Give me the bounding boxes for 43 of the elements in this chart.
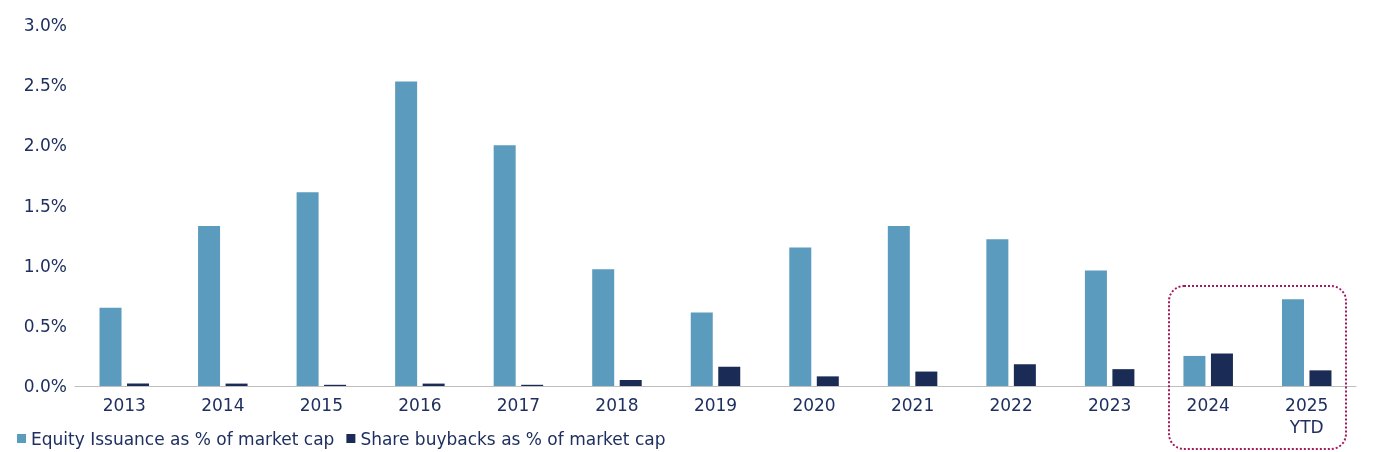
y-tick-label: 1.5% [23, 195, 67, 216]
x-tick-label: 2022 [989, 395, 1033, 415]
y-tick-label: 1.0% [23, 255, 67, 276]
bar [493, 145, 516, 386]
bar [99, 307, 122, 386]
x-tick-label: 2023 [1088, 395, 1132, 415]
bar [1183, 355, 1206, 386]
bar [619, 379, 642, 386]
bar [198, 225, 221, 386]
bar [690, 312, 713, 386]
bar [1210, 353, 1233, 386]
x-tick-label: 2020 [792, 395, 836, 415]
bar [986, 239, 1009, 386]
bar [816, 376, 839, 386]
bar [395, 81, 418, 386]
x-tick-label: 2016 [398, 395, 442, 415]
legend-label: Equity Issuance as % of market cap [31, 428, 335, 449]
x-tick-label: 2017 [496, 395, 541, 415]
bar [1084, 270, 1107, 386]
x-tick-label: 2025 YTD [1285, 395, 1329, 437]
y-tick-label: 0.0% [23, 376, 67, 396]
bar [296, 192, 319, 386]
x-tick-label: 2019 [693, 395, 738, 415]
x-tick-label: 2014 [201, 395, 245, 415]
bar [1281, 299, 1304, 386]
bar [1013, 364, 1036, 386]
bar [1112, 369, 1135, 386]
bar [718, 366, 741, 386]
y-tick-label: 0.5% [23, 315, 67, 336]
bar [789, 247, 812, 386]
x-tick-label: 2018 [595, 395, 639, 415]
bar [592, 269, 615, 386]
x-tick-label: 2015 [299, 395, 343, 415]
legend-label: Share buybacks as % of market cap [360, 428, 666, 449]
y-tick-label: 3.0% [23, 15, 67, 35]
x-tick-label: 2024 [1186, 395, 1230, 415]
y-tick-label: 2.5% [23, 75, 67, 96]
x-tick-label: 2013 [102, 395, 146, 415]
y-tick-label: 2.0% [23, 135, 67, 156]
bar [887, 225, 910, 386]
x-tick-label: 2021 [890, 395, 935, 415]
bar [1309, 370, 1332, 386]
bar [915, 371, 938, 386]
